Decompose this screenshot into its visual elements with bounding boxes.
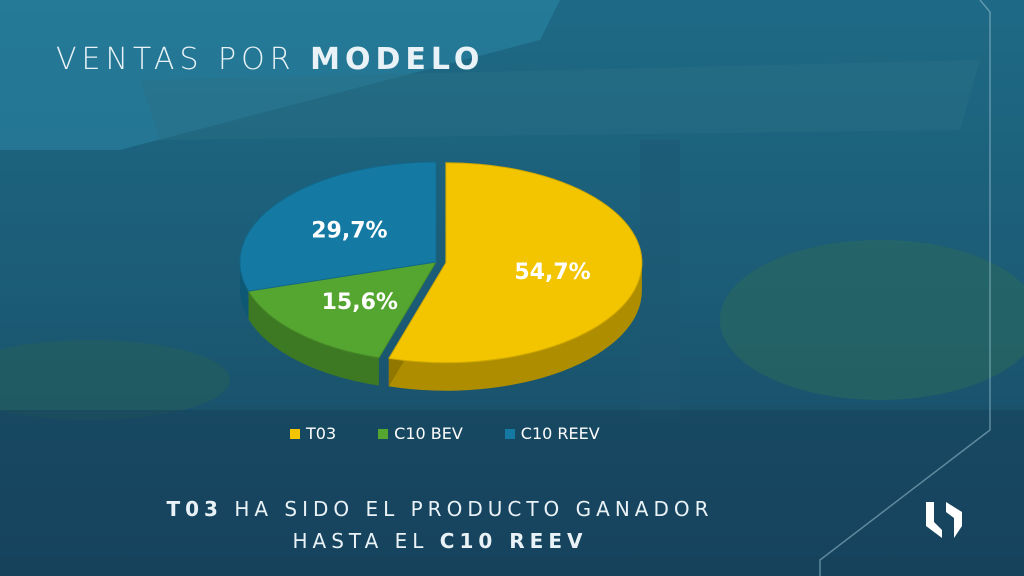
- pie-data-label-c10-reev: 29,7%: [311, 218, 387, 243]
- pie-side-c10-reev: [240, 262, 249, 320]
- pie-slice-c10-reev: [239, 161, 437, 292]
- legend-swatch-c10-reev: [504, 428, 515, 439]
- pie-slice-t03: [388, 162, 643, 364]
- canopy-roof-shape: [140, 60, 980, 140]
- trees-right: [720, 240, 1024, 400]
- brand-logo-icon: [926, 502, 962, 538]
- frame-line: [819, 0, 991, 576]
- legend-swatch-c10-bev: [378, 428, 389, 439]
- light-blue-accent-shape: [0, 0, 560, 150]
- legend-label-t03: T03: [306, 424, 337, 443]
- legend-item-c10-reev: C10 REEV: [504, 424, 600, 443]
- trees-left: [0, 340, 230, 420]
- legend-swatch-t03: [290, 428, 300, 439]
- legend-label-c10-reev: C10 REEV: [520, 424, 600, 443]
- pie-slice-c10-bev: [247, 261, 437, 359]
- legend-item-t03: T03: [290, 424, 336, 443]
- chart-legend: T03 C10 BEV C10 REEV: [290, 424, 600, 443]
- canopy-pillar: [640, 140, 680, 420]
- pie-side-c10-bev: [248, 291, 379, 386]
- pie-data-label-t03: 54,7%: [514, 260, 590, 285]
- pie-data-label-c10-bev: 15,6%: [322, 290, 398, 315]
- footer-line-1: T03 HA SIDO EL PRODUCTO GANADOR: [166, 497, 714, 521]
- pie-side-t03: [388, 262, 642, 391]
- footer-line-2: HASTA EL C10 REEV: [292, 529, 588, 553]
- page-title: VENTAS POR MODELO: [56, 42, 485, 77]
- legend-item-c10-bev: C10 BEV: [378, 424, 463, 443]
- legend-label-c10-bev: C10 BEV: [394, 424, 463, 443]
